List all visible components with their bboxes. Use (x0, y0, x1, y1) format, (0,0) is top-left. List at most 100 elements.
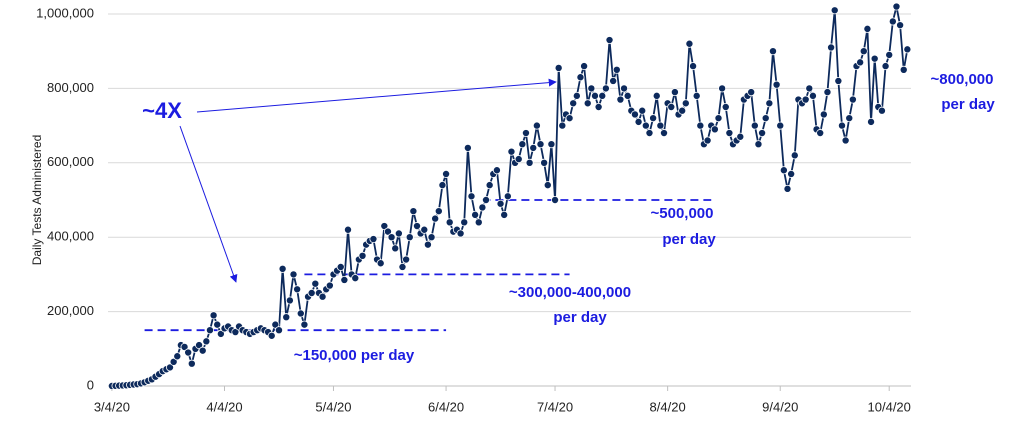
data-point (195, 341, 204, 350)
x-tick-label: 8/4/20 (650, 399, 686, 414)
data-point (343, 225, 352, 234)
data-point (518, 140, 527, 149)
data-point (318, 292, 327, 301)
x-tick-label: 5/4/20 (315, 399, 351, 414)
annotation: ~4X (142, 98, 182, 123)
y-tick-label: 600,000 (47, 154, 94, 169)
data-point (601, 84, 610, 93)
data-point (649, 114, 658, 123)
data-point (576, 73, 585, 82)
data-point (420, 225, 429, 234)
data-point (169, 357, 178, 366)
data-point (438, 181, 447, 190)
data-point (409, 207, 418, 216)
data-point (394, 229, 403, 238)
data-point (358, 251, 367, 260)
data-point (779, 166, 788, 175)
data-point (507, 147, 516, 156)
data-point (689, 62, 698, 71)
data-point (750, 121, 759, 130)
data-point (848, 95, 857, 104)
data-point (703, 136, 712, 145)
data-point (529, 143, 538, 152)
data-point (630, 110, 639, 119)
data-point (736, 132, 745, 141)
data-point (816, 129, 825, 138)
data-point (554, 63, 563, 72)
data-point (856, 58, 865, 67)
arrow (196, 78, 557, 113)
data-point (205, 326, 214, 335)
data-point (551, 195, 560, 204)
data-point (463, 143, 472, 152)
annotation: per day (662, 231, 716, 248)
data-point (761, 114, 770, 123)
data-point (667, 103, 676, 112)
arrow (179, 125, 238, 283)
data-point (187, 359, 196, 368)
data-point (768, 47, 777, 56)
data-point (543, 181, 552, 190)
data-point (460, 218, 469, 227)
data-point (721, 103, 730, 112)
data-point (569, 99, 578, 108)
data-point (692, 91, 701, 100)
data-point (805, 84, 814, 93)
data-point (696, 121, 705, 130)
data-point (565, 114, 574, 123)
data-point (612, 65, 621, 74)
data-point (845, 114, 854, 123)
data-point (801, 95, 810, 104)
data-point (434, 207, 443, 216)
annotation: ~150,000 per day (294, 347, 415, 364)
data-point (616, 95, 625, 104)
data-point (718, 84, 727, 93)
data-point (859, 47, 868, 56)
x-tick-label: 9/4/20 (762, 399, 798, 414)
x-tick-label: 10/4/20 (868, 399, 911, 414)
data-point (834, 76, 843, 85)
data-point (681, 99, 690, 108)
data-point (267, 331, 276, 340)
data-point (325, 281, 334, 290)
data-point (903, 45, 912, 54)
data-point (885, 50, 894, 59)
data-point (605, 36, 614, 45)
data-point (532, 121, 541, 130)
data-point (892, 2, 901, 11)
data-point (213, 320, 222, 329)
data-point (819, 110, 828, 119)
data-point (670, 88, 679, 97)
data-point (307, 288, 316, 297)
data-point (787, 169, 796, 178)
plot (107, 2, 912, 390)
data-point (274, 326, 283, 335)
data-point (558, 121, 567, 130)
y-axis-label: Daily Tests Administered (30, 135, 44, 266)
data-point (623, 91, 632, 100)
data-point (413, 222, 422, 231)
data-point (445, 218, 454, 227)
data-point (536, 140, 545, 149)
data-point (525, 158, 534, 167)
data-point (678, 106, 687, 115)
y-tick-label: 1,000,000 (36, 5, 94, 20)
data-point (405, 233, 414, 242)
data-point (710, 125, 719, 134)
y-tick-label: 400,000 (47, 229, 94, 244)
x-tick-label: 6/4/20 (428, 399, 464, 414)
data-point (282, 313, 291, 322)
data-point (391, 244, 400, 253)
data-point (216, 329, 225, 338)
data-point (580, 62, 589, 71)
data-point (173, 352, 182, 361)
data-point (231, 328, 240, 337)
y-tick-label: 200,000 (47, 303, 94, 318)
data-point (620, 84, 629, 93)
data-point (383, 227, 392, 236)
data-point (660, 129, 669, 138)
data-point (772, 80, 781, 89)
data-point (278, 264, 287, 273)
data-point (747, 88, 756, 97)
data-point (311, 279, 320, 288)
